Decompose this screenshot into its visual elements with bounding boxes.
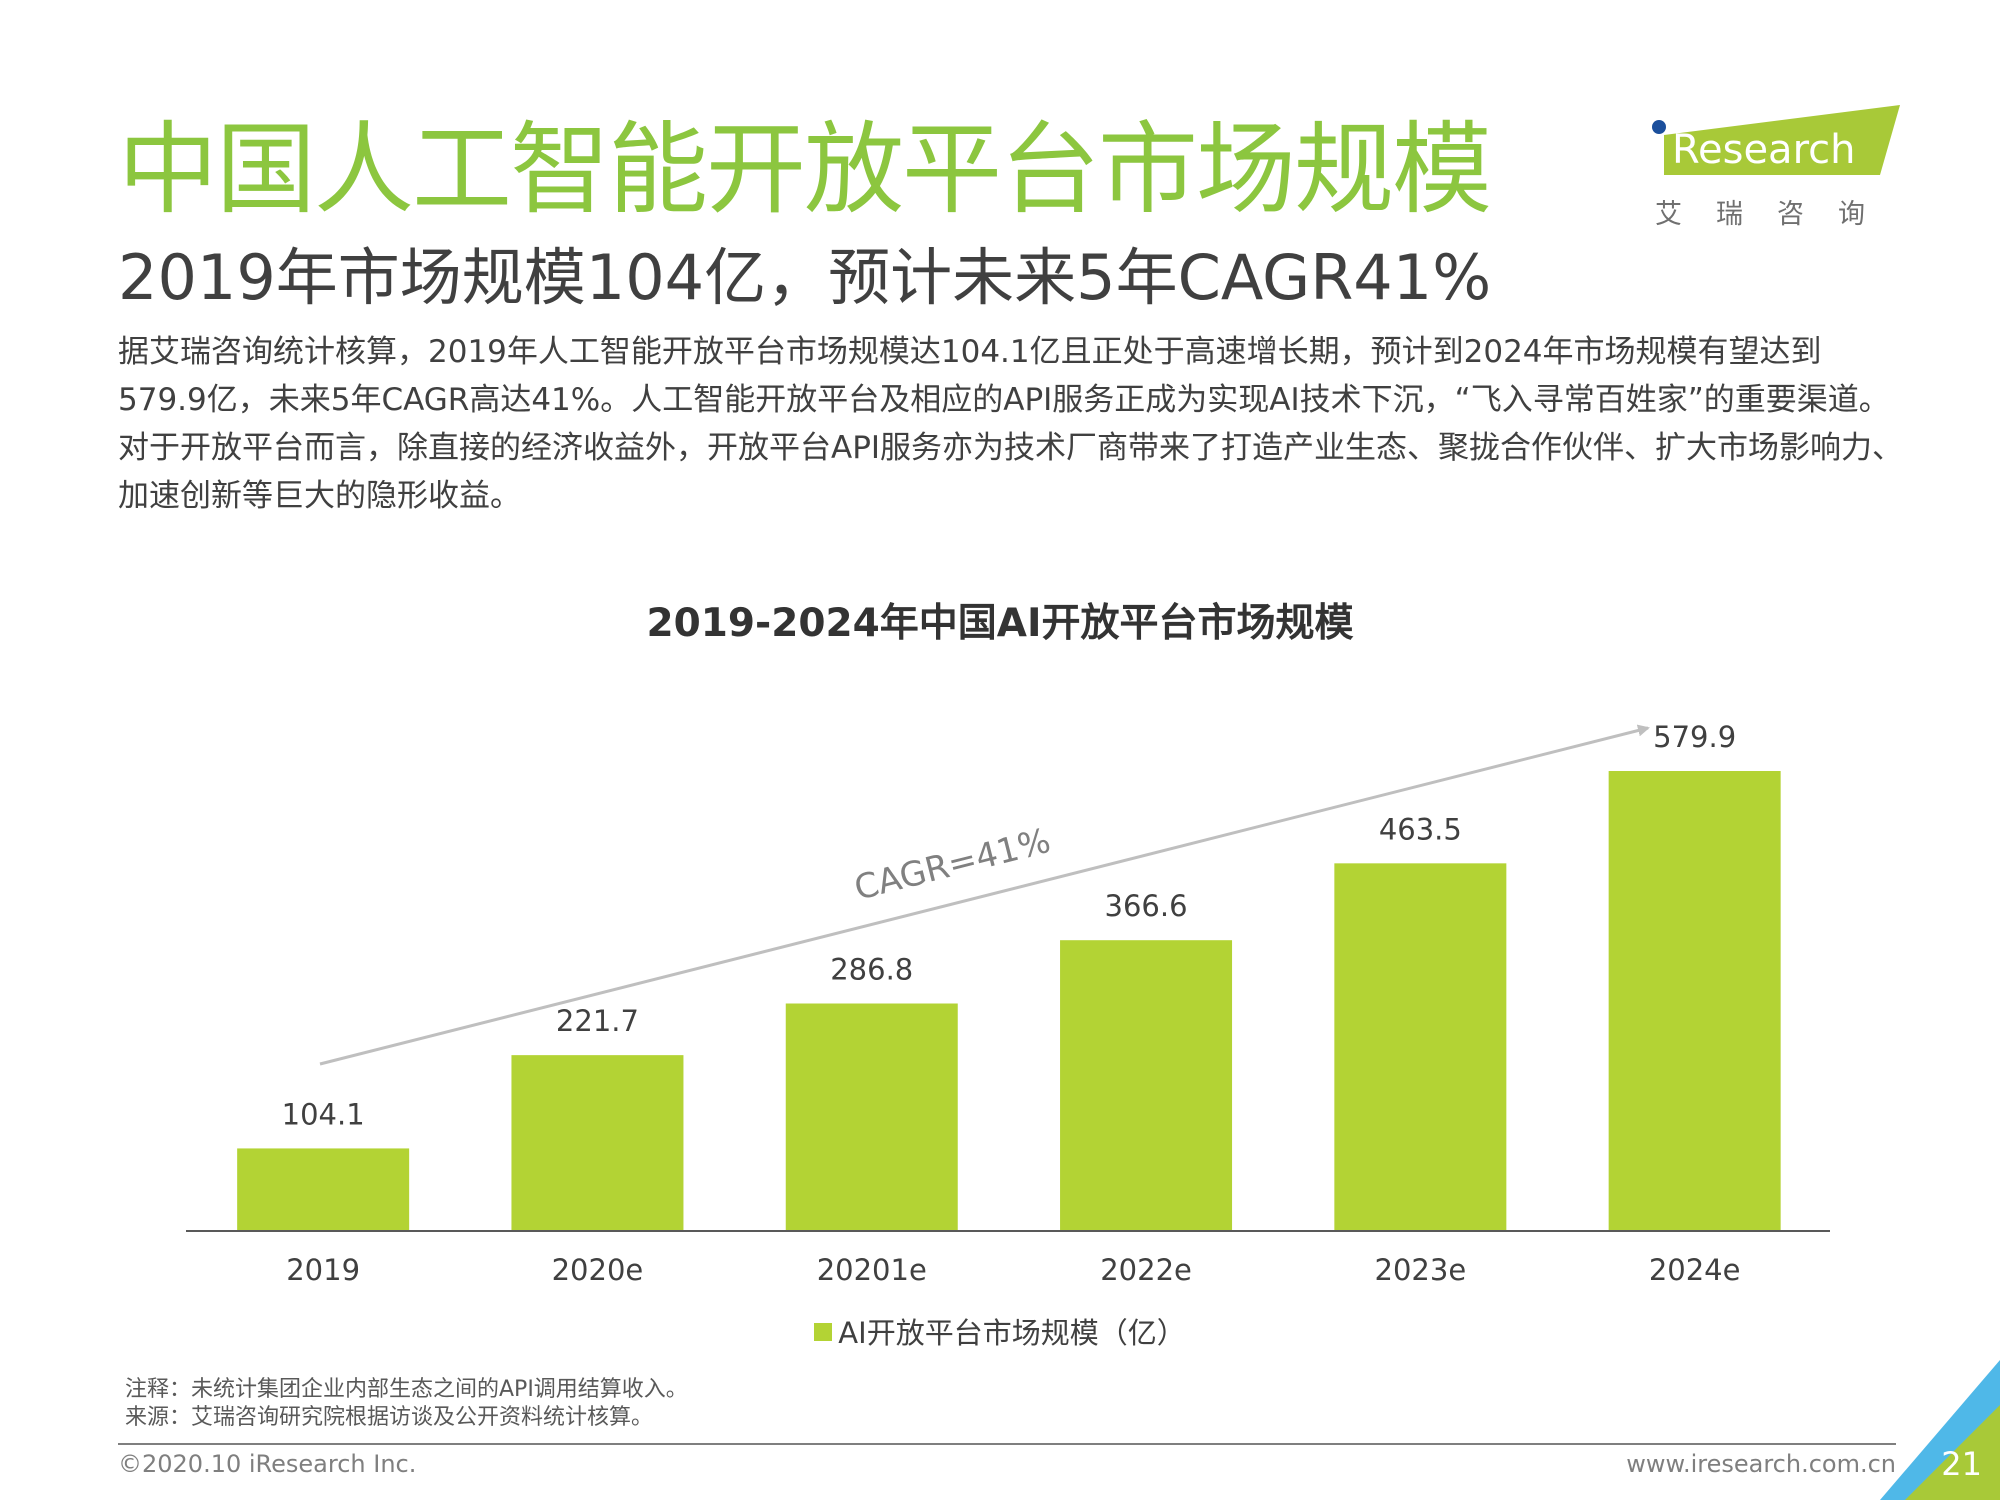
legend-label: AI开放平台市场规模（亿） <box>838 1316 1186 1350</box>
logo-dot <box>1652 120 1666 134</box>
data-label-2024e: 579.9 <box>1653 720 1736 754</box>
chart-title: 2019-2024年中国AI开放平台市场规模 <box>646 601 1354 646</box>
data-label-2020e: 221.7 <box>556 1004 639 1038</box>
bar-2020e <box>511 1055 684 1231</box>
logo-chinese-name: 艾瑞咨询 <box>1655 199 1899 230</box>
note-text: 注释：未统计集团企业内部生态之间的API调用结算收入。 <box>125 1377 688 1402</box>
summary-paragraph: 据艾瑞咨询统计核算，2019年人工智能开放平台市场规模达104.1亿且正处于高速… <box>118 334 1904 514</box>
legend-swatch <box>814 1323 833 1341</box>
bar-2023e <box>1334 863 1507 1231</box>
bar-2022e <box>1060 940 1233 1231</box>
cagr-trend-arrow <box>319 724 1650 1066</box>
chart-legend: AI开放平台市场规模（亿） <box>0 1310 2000 1352</box>
copyright: ©2020.10 iResearch Inc. <box>118 1450 417 1478</box>
page-title: 中国人工智能开放平台市场规模 <box>118 111 1492 228</box>
x-tick-label-2019: 2019 <box>286 1253 360 1287</box>
logo-mark: i <box>1653 127 1665 178</box>
bar-2019 <box>237 1148 410 1231</box>
corner-decoration <box>1880 1360 2000 1500</box>
x-tick-label-2023e: 2023e <box>1375 1253 1467 1287</box>
logo-text: Research <box>1672 127 1855 173</box>
page-number: 21 <box>1941 1445 1982 1483</box>
bar-2024e <box>1608 771 1781 1231</box>
page-subtitle: 2019年市场规模104亿，预计未来5年CAGR41% <box>118 241 1492 314</box>
iresearch-logo: i Research <box>1652 105 1900 178</box>
logo-banner <box>1664 105 1900 175</box>
x-tick-label-2022e: 2022e <box>1100 1253 1192 1287</box>
data-label-20201e: 286.8 <box>830 952 913 986</box>
website-link[interactable]: www.iresearch.com.cn <box>1626 1450 1896 1478</box>
bar-20201e <box>785 1003 958 1231</box>
x-tick-label-2024e: 2024e <box>1649 1253 1741 1287</box>
cagr-annotation: CAGR=41% <box>850 821 1054 909</box>
chart-notes: 注释：未统计集团企业内部生态之间的API调用结算收入。 来源：艾瑞咨询研究院根据… <box>125 1376 688 1432</box>
x-tick-label-2020e: 2020e <box>552 1253 644 1287</box>
data-label-2022e: 366.6 <box>1105 889 1188 923</box>
footer-divider <box>118 1443 1896 1445</box>
data-label-2023e: 463.5 <box>1379 812 1462 846</box>
x-tick-label-20201e: 20201e <box>817 1253 927 1287</box>
source-text: 来源：艾瑞咨询研究院根据访谈及公开资料统计核算。 <box>125 1405 654 1430</box>
data-label-2019: 104.1 <box>282 1097 365 1131</box>
